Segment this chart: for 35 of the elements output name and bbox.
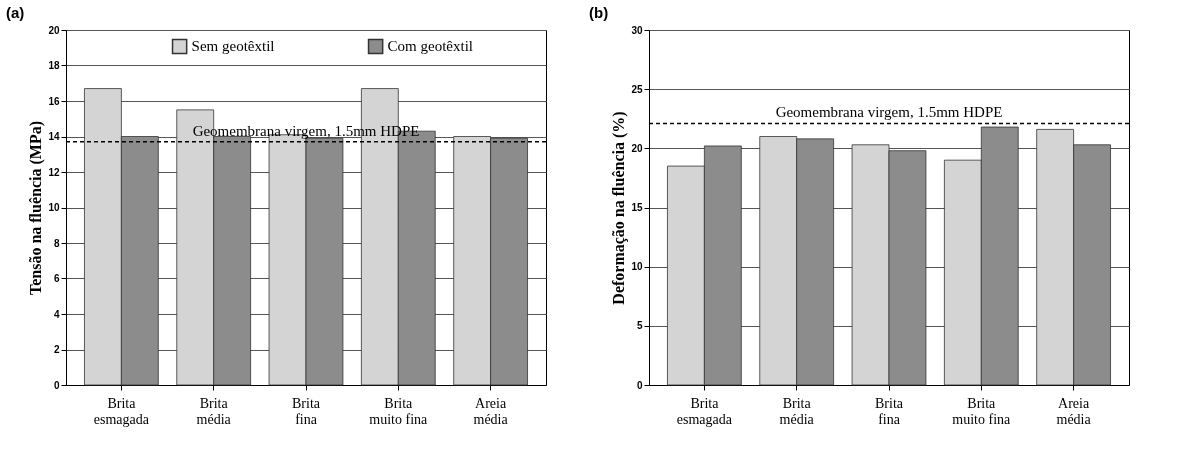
x-tick-label: Areia média <box>1056 395 1092 427</box>
x-tick-label: Brita muito fina <box>952 395 1012 427</box>
y-tick-label: 4 <box>53 308 60 320</box>
legend-label: Sem geotêxtil <box>191 38 275 55</box>
y-tick-label: 14 <box>48 131 60 142</box>
y-tick-label: 0 <box>53 379 60 391</box>
y-tick-label: 10 <box>631 261 643 273</box>
y-tick-label: 8 <box>53 237 60 249</box>
y-tick-label: 16 <box>48 95 60 107</box>
y-tick-label: 20 <box>48 24 60 36</box>
x-tick-label: Brita esmagada <box>93 395 150 427</box>
legend-label: Com geotêxtil <box>387 38 474 55</box>
chart-title: (b) <box>589 4 609 21</box>
x-tick-label: Brita média <box>196 395 232 427</box>
x-tick-label: Brita muito fina <box>369 395 429 427</box>
y-tick-label: 12 <box>48 166 60 178</box>
y-tick-label: 20 <box>631 142 643 154</box>
y-tick-label: 2 <box>53 344 60 355</box>
y-tick-label: 18 <box>48 60 60 71</box>
y-tick-label: 5 <box>636 320 643 332</box>
y-tick-label: 0 <box>636 379 643 391</box>
y-axis-title: Tensão na fluência (MPa) <box>27 120 46 296</box>
x-tick-label: Areia média <box>473 395 509 427</box>
y-axis-title: Deformação na fluência (%) <box>610 111 629 305</box>
x-tick-label: Brita esmagada <box>676 395 733 427</box>
y-tick-label: 25 <box>631 83 643 95</box>
x-tick-label: Brita média <box>779 395 815 427</box>
x-tick-label: Brita fina <box>875 395 904 427</box>
x-tick-label: Brita fina <box>292 395 321 427</box>
ref-line-label: Geomembrana virgem, 1.5mm HDPE <box>775 104 1003 121</box>
y-tick-label: 15 <box>631 202 643 213</box>
y-tick-label: 6 <box>53 273 60 284</box>
y-tick-label: 30 <box>631 24 643 36</box>
y-tick-label: 10 <box>48 202 60 213</box>
chart-title: (a) <box>6 4 25 21</box>
